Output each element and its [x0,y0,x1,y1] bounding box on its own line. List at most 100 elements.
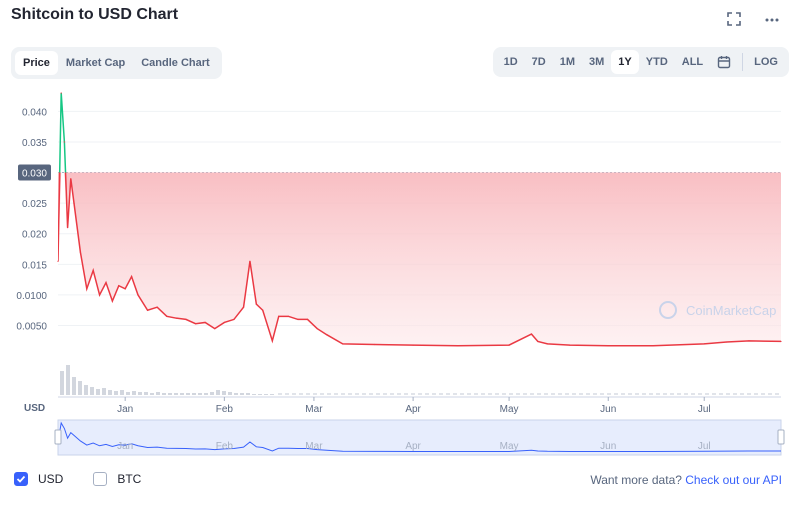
volume-bar [446,393,450,395]
more-icon[interactable] [764,11,780,27]
navigator-handle[interactable] [54,429,62,445]
volume-bar [390,393,394,395]
range-navigator[interactable]: Jan Feb Mar Apr May Jun Jul [54,419,785,456]
volume-bar [240,393,244,395]
navigator-tick-label: May [500,441,519,452]
y-tick-label: 0.0050 [16,322,47,333]
volume-bar [72,377,76,395]
calendar-button[interactable] [710,50,738,74]
range-3m[interactable]: 3M [589,56,605,68]
price-point [271,340,273,342]
price-point [278,315,280,317]
volume-bar [551,393,555,395]
chart-title: Shitcoin to USD Chart [11,6,179,23]
range-all[interactable]: ALL [681,56,704,68]
price-point [537,340,539,343]
price-point [607,345,609,347]
volume-bar [733,393,737,395]
price-point [748,340,750,342]
price-point [185,318,187,321]
volume-bar [348,393,352,395]
volume-bar [768,393,772,395]
usd-checkbox[interactable] [14,472,28,486]
price-point [63,141,65,143]
btc-checkbox[interactable] [93,472,108,486]
volume-bar [138,392,142,395]
price-point [297,318,299,321]
volume-bar [775,393,779,395]
y-tick-label: 0.040 [22,107,47,118]
volume-bar [156,392,160,395]
fullscreen-icon[interactable] [726,11,742,27]
price-point [111,300,113,302]
volume-bar [108,390,112,395]
price-point [194,323,197,325]
volume-bar [150,393,154,395]
y-tick-label: 0.0100 [16,291,47,302]
volume-bar [216,390,220,395]
volume-bar [264,394,268,395]
volume-bar [258,394,262,395]
volume-bar [698,393,702,395]
price-point [137,294,139,296]
navigator-tick-label: Mar [305,441,323,452]
volume-bar [341,393,345,395]
volume-bar [558,393,562,395]
volume-bar [162,393,166,395]
volume-bar [313,393,317,395]
volume-bar [355,393,359,395]
log-toggle[interactable]: LOG [754,56,778,68]
x-tick-label: Apr [405,404,421,415]
price-point [262,309,264,311]
volume-bar [425,393,429,395]
volume-bar [488,393,492,395]
price-point [726,341,728,343]
price-point [652,345,654,347]
navigator-handle[interactable] [777,429,785,445]
api-link[interactable]: Check out our API [685,473,782,487]
price-point [242,306,245,308]
volume-bar [572,393,576,395]
tab-market-cap[interactable]: Market Cap [65,57,126,69]
volume-bar [530,393,534,395]
top-actions [726,11,780,27]
volume-bar [234,393,238,395]
price-point [306,318,309,321]
price-point [57,260,59,262]
range-1d[interactable]: 1D [503,56,518,68]
volume-bar [712,393,716,395]
price-point [780,340,782,343]
volume-bar [677,393,681,395]
price-point [342,343,344,345]
volume-bar [180,393,184,395]
price-point [703,343,705,345]
volume-bar [684,393,688,395]
price-area-fill [58,172,781,346]
range-7d[interactable]: 7D [531,56,546,68]
x-tick-label: May [500,404,519,415]
tab-candle-chart[interactable]: Candle Chart [141,57,210,69]
calendar-icon [717,56,731,69]
currency-axis-label: USD [24,403,45,414]
volume-bar [754,393,758,395]
tab-price[interactable]: Price [15,51,58,75]
volume-bar [726,393,730,395]
navigator-tick-label: Jun [600,441,616,452]
price-point [249,260,251,262]
range-1y[interactable]: 1Y [611,50,639,74]
price-chart[interactable]: 0.040 0.035 0.030 0.025 0.020 0.015 0.0100 0.00… [0,85,800,465]
volume-bar [78,381,82,395]
x-tick-label: Jul [698,404,711,415]
range-ytd[interactable]: YTD [645,56,668,68]
range-1m[interactable]: 1M [559,56,576,68]
volume-bar [600,393,604,395]
volume-bar [544,393,548,395]
price-point [255,303,257,305]
price-point [70,178,72,180]
price-point [530,333,533,335]
range-tabs: 1D 7D 1M 3M 1Y YTD ALL LOG [492,47,789,77]
price-point [66,227,69,229]
volume-bar [210,392,214,395]
volume-bar [246,393,250,395]
volume-bar [90,387,94,395]
